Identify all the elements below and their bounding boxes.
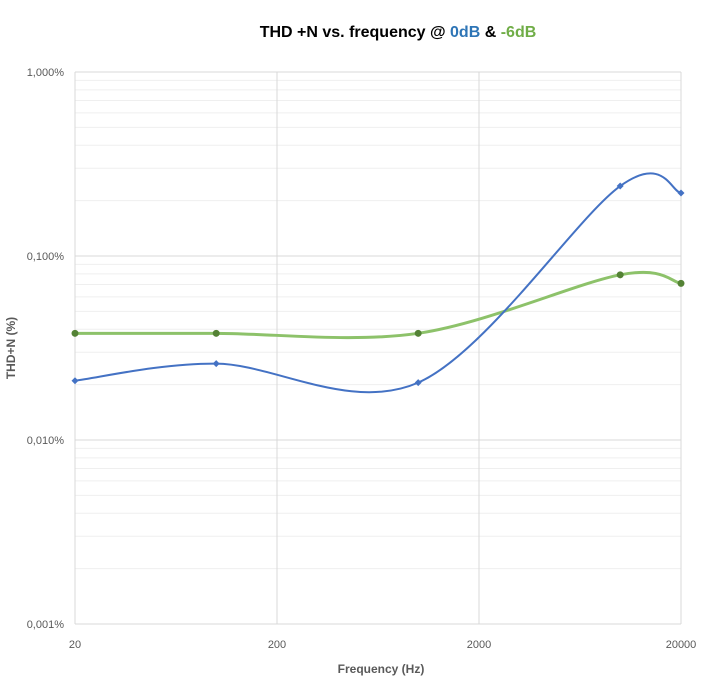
series-2-point — [414, 329, 422, 337]
series-2-point — [212, 329, 220, 337]
series-2-point — [71, 329, 79, 337]
chart-title-series1: 0dB — [450, 24, 480, 41]
chart-title-series2: -6dB — [501, 24, 537, 41]
minor-gridlines — [75, 79, 681, 570]
series-1-point — [71, 377, 79, 385]
x-tick-label: 20000 — [666, 639, 697, 651]
y-tick-label: 1,000% — [27, 67, 65, 79]
y-axis-label: THD+N (%) — [4, 317, 18, 379]
x-axis-label: Frequency (Hz) — [338, 662, 425, 676]
series-1-point — [212, 360, 220, 368]
major-gridlines — [74, 71, 682, 625]
series-2-point — [677, 279, 685, 287]
chart-title: THD +N vs. frequency @ 0dB & -6dB — [260, 24, 537, 41]
x-tick-label: 200 — [268, 639, 286, 651]
chart-title-joiner: & — [480, 24, 500, 41]
chart-title-prefix: THD +N vs. frequency @ — [260, 24, 450, 41]
series-2-point — [616, 271, 624, 279]
y-axis-ticks: 0,001% 0,010% 0,100% 1,000% — [27, 67, 65, 631]
x-tick-label: 20 — [69, 639, 81, 651]
series-layer — [71, 172, 685, 394]
y-tick-label: 0,001% — [27, 619, 65, 631]
x-tick-label: 2000 — [467, 639, 491, 651]
series-1-point — [414, 379, 422, 387]
series-1-point — [677, 189, 685, 197]
series-1-point — [616, 182, 624, 190]
x-axis-ticks: 20 200 2000 20000 — [69, 639, 696, 651]
series-2-line — [73, 270, 683, 340]
y-tick-label: 0,010% — [27, 435, 65, 447]
y-tick-label: 0,100% — [27, 251, 65, 263]
